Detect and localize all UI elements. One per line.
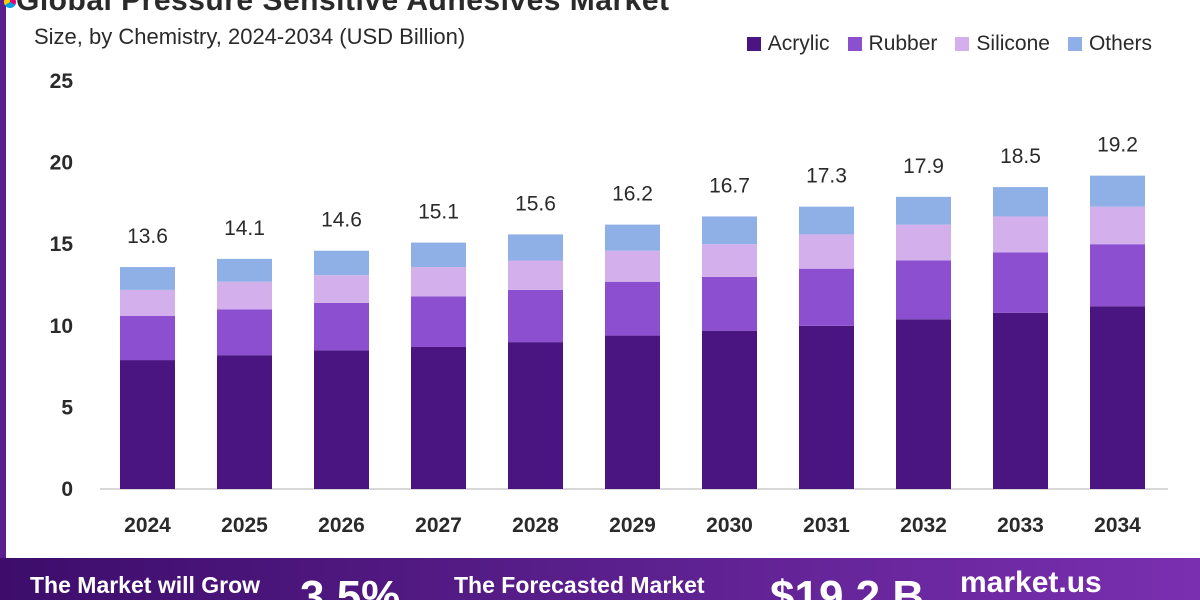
y-tick-label: 20: [50, 152, 73, 175]
page-title: Global Pressure Sensitive Adhesives Mark…: [16, 0, 670, 17]
legend-label-others: Others: [1088, 32, 1152, 55]
bar-total-label: 14.1: [224, 217, 265, 240]
bar-segment-silicone-2026: [314, 275, 369, 303]
bar-segment-rubber-2031: [799, 268, 854, 326]
banner-forecast-value: $19.2 B: [770, 572, 925, 600]
bar-segment-others-2026: [314, 250, 369, 276]
bar-segment-silicone-2034: [1090, 206, 1145, 245]
bar-segment-silicone-2027: [411, 267, 466, 297]
bar-total-label: 18.5: [1000, 145, 1041, 168]
bar-segment-others-2024: [120, 267, 175, 290]
x-tick-label: 2034: [1094, 514, 1141, 537]
legend-label-rubber: Rubber: [868, 32, 938, 55]
bar-segment-rubber-2024: [120, 316, 175, 361]
x-tick-label: 2025: [221, 514, 268, 537]
legend-swatch-rubber: [847, 37, 862, 51]
legend-swatch-acrylic: [746, 37, 761, 51]
x-tick-label: 2029: [609, 514, 656, 537]
stacked-bar-chart: 051015202513.6202414.1202514.6202615.120…: [50, 70, 1168, 537]
legend-label-acrylic: Acrylic: [767, 32, 830, 55]
bar-segment-rubber-2030: [702, 276, 757, 331]
bar-total-label: 16.7: [709, 174, 750, 197]
legend-item-acrylic: Acrylic: [746, 32, 830, 56]
y-tick-label: 0: [61, 478, 73, 501]
bar-segment-others-2031: [799, 206, 854, 235]
bar-segment-acrylic-2025: [217, 355, 272, 489]
bar-segment-silicone-2025: [217, 281, 272, 310]
bar-segment-acrylic-2031: [799, 325, 854, 489]
bar-segment-rubber-2029: [605, 281, 660, 336]
bar-segment-acrylic-2029: [605, 335, 660, 489]
bar-segment-silicone-2029: [605, 250, 660, 282]
bar-segment-silicone-2028: [508, 260, 563, 290]
banner-forecast-label: The Forecasted Market: [454, 572, 705, 598]
chart-legend: Acrylic Rubber Silicone Others: [746, 32, 1152, 56]
bar-segment-acrylic-2028: [508, 342, 563, 489]
legend-item-rubber: Rubber: [847, 32, 938, 56]
brand-logo-icon: [4, 0, 16, 8]
bar-segment-silicone-2033: [993, 216, 1048, 253]
bar-segment-others-2027: [411, 242, 466, 268]
legend-swatch-silicone: [955, 37, 970, 51]
legend-item-others: Others: [1067, 32, 1152, 56]
bar-total-label: 13.6: [127, 225, 168, 248]
bar-segment-silicone-2030: [702, 244, 757, 277]
bar-segment-acrylic-2030: [702, 330, 757, 489]
bar-segment-acrylic-2033: [993, 312, 1048, 489]
x-tick-label: 2028: [512, 514, 559, 537]
x-tick-label: 2027: [415, 514, 462, 537]
y-tick-label: 10: [50, 315, 73, 338]
bar-segment-others-2030: [702, 216, 757, 245]
bar-segment-acrylic-2034: [1090, 306, 1145, 489]
x-tick-label: 2032: [900, 514, 947, 537]
x-tick-label: 2031: [803, 514, 850, 537]
bar-segment-others-2025: [217, 258, 272, 282]
y-tick-label: 15: [50, 233, 74, 256]
y-tick-label: 5: [61, 396, 73, 419]
bar-segment-silicone-2032: [896, 224, 951, 261]
bar-segment-rubber-2034: [1090, 244, 1145, 307]
bar-total-label: 17.3: [806, 165, 847, 188]
bar-segment-rubber-2032: [896, 260, 951, 320]
legend-item-silicone: Silicone: [955, 32, 1050, 56]
bar-segment-silicone-2031: [799, 234, 854, 269]
bottom-banner: The Market will Grow 3.5% The Forecasted…: [0, 558, 1200, 600]
bar-segment-silicone-2024: [120, 289, 175, 317]
bar-segment-others-2029: [605, 224, 660, 251]
bar-segment-rubber-2033: [993, 252, 1048, 313]
chart-subtitle: Size, by Chemistry, 2024-2034 (USD Billi…: [34, 24, 466, 49]
bar-total-label: 19.2: [1097, 134, 1138, 157]
bar-segment-rubber-2028: [508, 289, 563, 343]
bar-segment-rubber-2027: [411, 296, 466, 348]
y-tick-label: 25: [50, 70, 74, 93]
x-tick-label: 2024: [124, 514, 171, 537]
banner-brand: market.us: [960, 566, 1102, 599]
bar-total-label: 14.6: [321, 209, 362, 232]
bar-total-label: 15.1: [418, 201, 459, 224]
bar-segment-rubber-2026: [314, 302, 369, 351]
bar-segment-acrylic-2024: [120, 360, 175, 489]
legend-swatch-others: [1067, 37, 1082, 51]
bar-total-label: 15.6: [515, 192, 556, 215]
left-accent-bar: [0, 0, 6, 560]
x-tick-label: 2030: [706, 514, 753, 537]
bar-total-label: 16.2: [612, 183, 653, 206]
x-tick-label: 2033: [997, 514, 1044, 537]
bar-segment-others-2033: [993, 187, 1048, 217]
banner-cagr-value: 3.5%: [300, 572, 401, 600]
x-tick-label: 2026: [318, 514, 365, 537]
bar-segment-others-2028: [508, 234, 563, 261]
bar-segment-acrylic-2027: [411, 347, 466, 489]
bar-segment-acrylic-2026: [314, 350, 369, 489]
bar-segment-others-2032: [896, 196, 951, 225]
legend-label-silicone: Silicone: [976, 32, 1050, 55]
bar-segment-rubber-2025: [217, 309, 272, 356]
banner-grow-label: The Market will Grow: [30, 572, 261, 598]
bar-segment-acrylic-2032: [896, 319, 951, 489]
bar-segment-others-2034: [1090, 175, 1145, 207]
bar-total-label: 17.9: [903, 155, 944, 178]
